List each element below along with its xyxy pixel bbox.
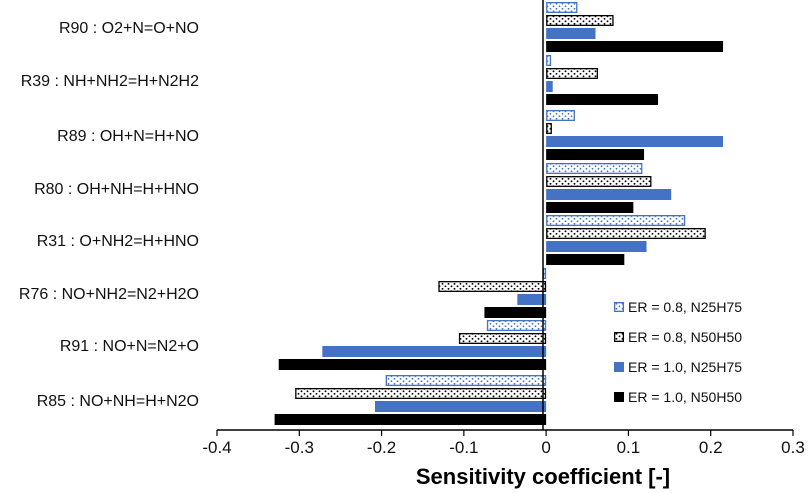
bar	[546, 55, 552, 67]
bar	[546, 214, 686, 226]
bars-layer	[274, 2, 724, 425]
bar	[295, 387, 547, 399]
bar	[546, 254, 625, 265]
bar	[546, 28, 596, 39]
bar	[546, 14, 614, 26]
bar	[546, 2, 578, 13]
x-tick-label: -0.3	[285, 438, 314, 457]
bar	[546, 136, 724, 147]
x-tick-label: 0	[541, 438, 550, 457]
bar	[542, 267, 547, 279]
category-labels-layer: R90 : O2+N=O+NO R39 : NH+NH2=H+N2H2 R89 : …	[19, 20, 199, 410]
legend-swatch	[614, 301, 625, 312]
category-label: R76 : NO+NH2=N2+H2O	[19, 286, 199, 303]
bar	[546, 110, 575, 122]
category-label: R80 : OH+NH=H+HNO	[34, 181, 199, 198]
bar	[546, 123, 552, 135]
bar	[546, 202, 634, 213]
category-label: R31 : O+NH2=H+HNO	[37, 233, 199, 250]
legend-swatch	[614, 331, 625, 342]
x-axis-title: Sensitivity coefficient [-]	[416, 464, 670, 489]
bar	[517, 294, 547, 305]
x-tick-label: 0.3	[781, 438, 805, 457]
x-tick-label: 0.2	[699, 438, 723, 457]
x-tick-label: -0.1	[449, 438, 478, 457]
legend-swatch	[614, 362, 624, 372]
bar	[385, 374, 547, 386]
legend-swatch	[614, 392, 624, 402]
bar	[278, 359, 547, 370]
bar	[322, 346, 547, 357]
bar	[484, 307, 547, 318]
legend-label: ER = 1.0, N25H75	[628, 359, 742, 375]
legend: ER = 0.8, N25H75 ER = 0.8, N50H50 ER = 1.0…	[614, 299, 742, 405]
bar	[458, 332, 547, 344]
category-label: R85 : NO+NH=H+N2O	[37, 393, 199, 410]
bar	[546, 41, 724, 52]
bar	[546, 189, 672, 200]
bar	[374, 401, 547, 412]
bar	[546, 175, 652, 187]
bar	[546, 227, 706, 239]
x-tick-label: -0.2	[367, 438, 396, 457]
category-label: R91 : NO+N=N2+O	[60, 338, 199, 355]
category-label: R89 : OH+N=H+NO	[57, 128, 199, 145]
category-label: R90 : O2+N=O+NO	[59, 20, 199, 37]
legend-label: ER = 1.0, N50H50	[628, 389, 742, 405]
bar	[438, 280, 547, 292]
bar	[546, 94, 659, 105]
bar	[546, 81, 553, 92]
legend-label: ER = 0.8, N50H50	[628, 329, 742, 345]
bar	[546, 162, 643, 174]
x-tick-label: -0.4	[202, 438, 231, 457]
x-ticks-layer: -0.4 -0.3 -0.2 -0.1 0 0.1 0.2 0.3	[202, 430, 805, 457]
bar	[546, 149, 645, 160]
legend-label: ER = 0.8, N25H75	[628, 299, 742, 315]
category-label: R39 : NH+NH2=H+N2H2	[21, 73, 199, 90]
x-tick-label: 0.1	[617, 438, 641, 457]
bar	[546, 241, 647, 252]
bar	[274, 414, 547, 425]
bar	[486, 319, 547, 331]
bar	[546, 68, 598, 80]
